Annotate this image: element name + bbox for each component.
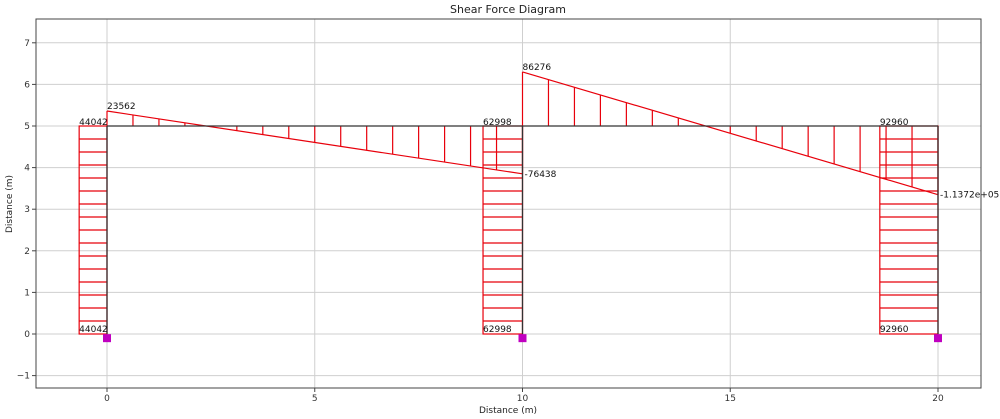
axis-ticks: 0 5 10 15 20 −1 0 1 2 3 4 5 6 7 xyxy=(17,39,944,404)
value-annotations: 44042 44042 62998 62998 92960 92960 23562 -7643… xyxy=(79,63,999,335)
y-tick-label: 4 xyxy=(24,164,30,174)
y-axis-label: Distance (m) xyxy=(5,175,15,233)
x-tick-label: 20 xyxy=(932,394,944,404)
column-top-value: 44042 xyxy=(79,118,108,128)
support-marker xyxy=(518,334,527,343)
x-tick-label: 15 xyxy=(725,394,736,404)
support-marker xyxy=(934,334,942,343)
y-tick-label: 2 xyxy=(24,247,30,257)
y-tick-label: 3 xyxy=(24,205,30,215)
column-bottom-value: 92960 xyxy=(880,325,909,335)
beam-end-value: -76438 xyxy=(525,170,557,180)
y-tick-label: 0 xyxy=(24,330,30,340)
structure-frame xyxy=(106,125,939,334)
column-bottom-value: 62998 xyxy=(483,325,512,335)
column-bottom-value: 44042 xyxy=(79,325,108,335)
column-top-value: 62998 xyxy=(483,118,512,128)
chart-title: Shear Force Diagram xyxy=(450,3,566,16)
axes-frame xyxy=(35,18,982,389)
x-tick-label: 0 xyxy=(104,394,110,404)
beam-start-value: 23562 xyxy=(107,102,136,112)
beam-start-value: 86276 xyxy=(523,63,552,73)
x-tick-label: 10 xyxy=(517,394,529,404)
y-tick-label: 5 xyxy=(24,122,30,132)
y-tick-label: 7 xyxy=(24,39,30,49)
x-tick-label: 5 xyxy=(312,394,318,404)
y-tick-label: 6 xyxy=(24,80,30,90)
y-tick-label: 1 xyxy=(24,288,30,298)
shear-diagram xyxy=(78,71,939,335)
x-axis-label: Distance (m) xyxy=(479,406,537,416)
beam-end-value: -1.1372e+05 xyxy=(940,191,999,201)
column-top-value: 92960 xyxy=(880,118,909,128)
support-marker xyxy=(103,334,111,343)
support-markers xyxy=(103,334,942,343)
y-tick-label: −1 xyxy=(17,372,30,382)
